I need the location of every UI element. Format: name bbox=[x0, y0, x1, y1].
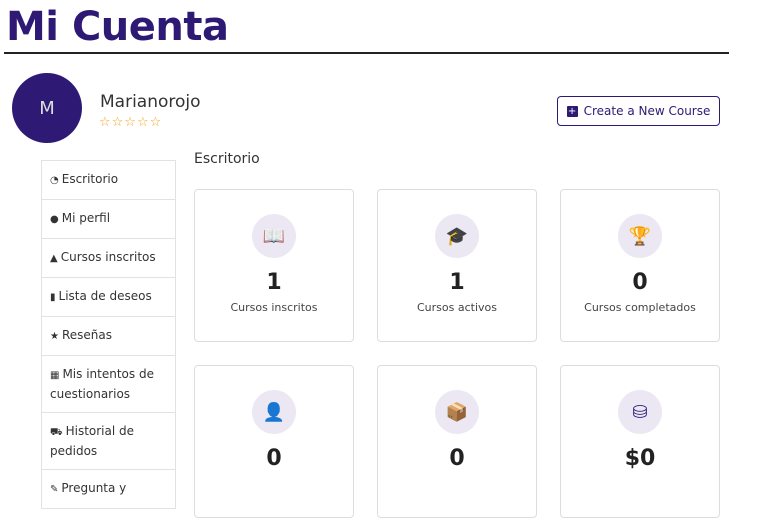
sidebar-label: Mi perfil bbox=[61, 211, 111, 225]
divider bbox=[4, 52, 729, 54]
plus-icon: + bbox=[566, 105, 578, 117]
trophy-icon: 🏆 bbox=[618, 214, 662, 258]
stat-value: 0 bbox=[449, 446, 465, 471]
sidebar-item[interactable]: ✎ Pregunta y bbox=[41, 470, 176, 509]
create-course-label: Create a New Course bbox=[583, 104, 711, 118]
graduation-cap-icon: ▲ bbox=[50, 253, 58, 264]
cart-icon: ⛟ bbox=[50, 427, 63, 438]
sidebar-item[interactable]: ◔ Escritorio bbox=[41, 160, 176, 200]
rating-stars: ☆☆☆☆☆ bbox=[99, 115, 163, 130]
sidebar-label: Historial de pedidos bbox=[50, 424, 135, 458]
stat-card: 📖 1 Cursos inscritos bbox=[194, 189, 354, 342]
sidebar-label: Mis intentos de cuestionarios bbox=[50, 367, 154, 401]
stat-card: 👤 0 bbox=[194, 365, 354, 518]
sidebar-label: Reseñas bbox=[61, 328, 112, 342]
stat-value: 1 bbox=[266, 270, 282, 295]
sidebar-label: Cursos inscritos bbox=[60, 250, 156, 264]
sitemap-icon: ▦ bbox=[50, 370, 60, 381]
sidebar-item[interactable]: ▲ Cursos inscritos bbox=[41, 239, 176, 278]
stat-value: $0 bbox=[624, 446, 656, 471]
sidebar-item[interactable]: ● Mi perfil bbox=[41, 200, 176, 239]
sidebar-item[interactable]: ▦ Mis intentos de cuestionarios bbox=[41, 356, 176, 413]
star-icon: ★ bbox=[50, 331, 59, 342]
avatar: M bbox=[12, 73, 82, 143]
sidebar-item[interactable]: ⛟ Historial de pedidos bbox=[41, 413, 176, 470]
question-icon: ✎ bbox=[50, 484, 59, 495]
stat-label: Cursos inscritos bbox=[230, 301, 318, 314]
stat-label: Cursos activos bbox=[417, 301, 497, 314]
graduation-cap-icon: 🎓 bbox=[435, 214, 479, 258]
stat-card: 📦 0 bbox=[377, 365, 537, 518]
stat-card: 🎓 1 Cursos activos bbox=[377, 189, 537, 342]
user-name: Marianorojo bbox=[100, 92, 201, 112]
stat-value: 1 bbox=[449, 270, 465, 295]
coins-icon: ⛁ bbox=[618, 390, 662, 434]
stat-value: 0 bbox=[632, 270, 648, 295]
stat-value: 0 bbox=[266, 446, 282, 471]
dashboard-icon: ◔ bbox=[50, 175, 59, 186]
student-icon: 👤 bbox=[252, 390, 296, 434]
user-icon: ● bbox=[50, 214, 59, 225]
page-title: Mi Cuenta bbox=[6, 4, 229, 50]
stat-card: 🏆 0 Cursos completados bbox=[560, 189, 720, 342]
sidebar-label: Escritorio bbox=[61, 172, 119, 186]
sidebar-item[interactable]: ▮ Lista de deseos bbox=[41, 278, 176, 317]
create-course-button[interactable]: + Create a New Course bbox=[557, 96, 720, 126]
stat-card: ⛁ $0 bbox=[560, 365, 720, 518]
section-title: Escritorio bbox=[194, 151, 260, 167]
stat-label: Cursos completados bbox=[584, 301, 696, 314]
sidebar-label: Pregunta y bbox=[61, 481, 127, 495]
sidebar-item[interactable]: ★ Reseñas bbox=[41, 317, 176, 356]
bookmark-icon: ▮ bbox=[50, 292, 56, 303]
sidebar-menu: ◔ Escritorio ● Mi perfil ▲ Cursos inscritos… bbox=[41, 160, 176, 509]
book-icon: 📖 bbox=[252, 214, 296, 258]
sidebar-label: Lista de deseos bbox=[58, 289, 152, 303]
box-icon: 📦 bbox=[435, 390, 479, 434]
